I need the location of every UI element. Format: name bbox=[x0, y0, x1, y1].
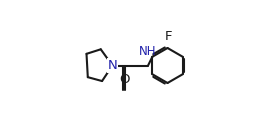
Text: NH: NH bbox=[139, 45, 157, 58]
Text: F: F bbox=[164, 30, 172, 43]
Text: O: O bbox=[120, 73, 130, 86]
Text: N: N bbox=[108, 59, 117, 72]
